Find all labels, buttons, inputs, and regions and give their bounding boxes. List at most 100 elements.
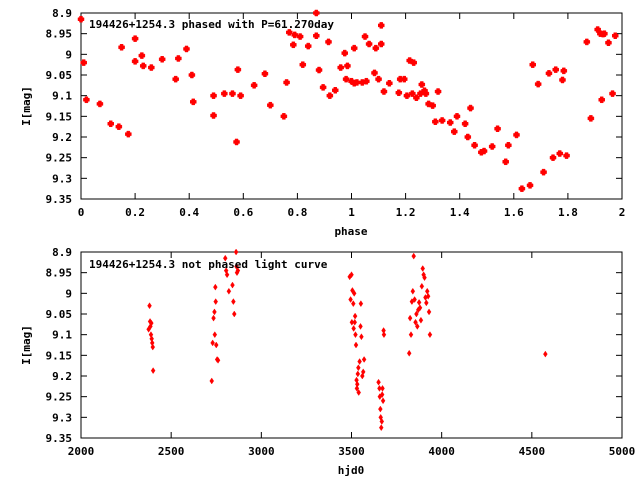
unphased-x-tick-label: 5000	[609, 445, 636, 458]
unphased-data-point	[215, 356, 221, 364]
unphased-data-point	[355, 370, 361, 378]
unphased-data-point	[358, 300, 364, 308]
unphased-data-point	[211, 314, 216, 322]
unphased-y-tick-label: 9	[65, 287, 72, 300]
phased-y-tick-label: 9.2	[52, 131, 72, 144]
phased-data-point	[587, 115, 595, 122]
phased-data-point	[540, 168, 547, 176]
phased-data-point	[432, 118, 439, 125]
phased-data-point	[372, 44, 380, 52]
unphased-data-point	[235, 267, 241, 274]
phased-data-point	[609, 90, 616, 97]
phased-data-point	[337, 64, 344, 71]
phased-data-point	[513, 131, 520, 139]
unphased-data-point	[213, 298, 218, 305]
phased-data-point	[418, 81, 426, 88]
phased-data-point	[378, 40, 385, 48]
phased-data-point	[139, 62, 147, 70]
phased-y-tick-label: 8.95	[46, 28, 73, 41]
phased-data-point	[158, 56, 166, 63]
unphased-data-point	[425, 292, 431, 300]
unphased-data-point	[231, 298, 236, 305]
phased-y-tick-label: 9	[65, 48, 72, 61]
phased-data-point	[556, 150, 564, 157]
unphased-x-tick-label: 4000	[428, 445, 455, 458]
unphased-x-tick-label: 3000	[248, 445, 275, 458]
unphased-y-tick-label: 8.95	[46, 267, 73, 280]
phased-data-point	[386, 80, 393, 87]
unphased-data-point	[356, 364, 361, 372]
phased-data-point	[342, 75, 350, 83]
unphased-data-point	[406, 349, 412, 357]
phased-x-tick-label: 0.4	[179, 206, 199, 219]
phased-data-point	[605, 39, 612, 47]
unphased-x-tick-label: 2000	[68, 445, 95, 458]
phased-data-point	[261, 70, 269, 78]
phased-data-point	[229, 90, 236, 97]
phased-data-point	[451, 128, 458, 135]
unphased-data-point	[232, 310, 237, 318]
unphased-x-axis-label: hjd0	[338, 464, 365, 477]
unphased-data-point	[376, 378, 381, 386]
unphased-data-point	[358, 323, 363, 330]
phased-data-point	[403, 92, 411, 99]
unphased-data-point	[378, 405, 383, 413]
phased-x-axis-label: phase	[334, 225, 367, 238]
unphased-y-tick-label: 8.9	[52, 246, 72, 259]
phased-y-tick-label: 9.1	[52, 90, 72, 103]
phased-data-point	[438, 117, 446, 124]
unphased-data-points	[146, 248, 548, 432]
phased-data-point	[107, 120, 115, 128]
unphased-data-point	[427, 331, 433, 339]
phased-data-point	[221, 90, 228, 97]
phased-x-tick-label: 1.8	[558, 206, 578, 219]
phased-x-tick-label: 2	[619, 206, 626, 219]
unphased-data-point	[407, 314, 413, 322]
phased-data-point	[299, 61, 307, 68]
phased-x-tick-label: 0.2	[125, 206, 145, 219]
unphased-data-point	[380, 397, 386, 405]
phased-data-point	[549, 154, 557, 161]
unphased-data-point	[354, 385, 360, 392]
unphased-data-point	[361, 356, 367, 363]
phased-x-tick-label: 1.4	[450, 206, 470, 219]
unphased-data-point	[353, 341, 359, 349]
unphased-data-point	[212, 331, 218, 339]
phased-data-point	[409, 90, 416, 97]
unphased-y-tick-label: 9.15	[46, 349, 73, 362]
unphased-x-tick-label: 3500	[338, 445, 365, 458]
phased-data-point	[422, 90, 430, 97]
phased-data-point	[233, 138, 240, 146]
unphased-data-point	[424, 287, 430, 295]
phased-data-point	[378, 22, 385, 29]
phased-data-point	[471, 142, 478, 149]
phased-light-curve-panel: 0 0.2 0.4 0.6 0.8 1 1.2 1.4 1.6 1.8 2 8.9 8.95 9 9.05 9…	[20, 7, 625, 238]
unphased-data-point	[415, 323, 420, 330]
unphased-data-point	[147, 302, 152, 310]
unphased-data-point	[360, 368, 366, 376]
unphased-data-point	[356, 389, 361, 396]
phased-data-point	[332, 87, 339, 94]
phased-data-point	[461, 120, 469, 128]
phased-data-point	[291, 31, 298, 39]
unphased-data-point	[214, 341, 219, 349]
unphased-data-point	[209, 377, 214, 385]
unphased-y-tick-label: 9.25	[46, 391, 73, 404]
phased-data-point	[611, 32, 619, 39]
phased-data-point	[598, 96, 605, 104]
phased-y-tick-label: 9.25	[46, 152, 73, 165]
unphased-data-point	[412, 296, 417, 303]
unphased-data-point	[379, 424, 384, 432]
phased-y-tick-label: 9.05	[46, 69, 73, 82]
phased-data-point	[410, 59, 417, 66]
unphased-data-point	[351, 289, 357, 297]
phased-data-point	[210, 92, 217, 99]
phased-data-point	[413, 94, 420, 101]
unphased-chart-title: 194426+1254.3 not phased light curve	[89, 258, 328, 271]
phased-data-point	[313, 9, 320, 17]
unphased-data-point	[352, 318, 357, 326]
unphased-data-point	[355, 380, 360, 388]
phased-data-point	[131, 35, 139, 42]
phased-data-point	[290, 41, 297, 49]
unphased-data-point	[230, 281, 235, 289]
